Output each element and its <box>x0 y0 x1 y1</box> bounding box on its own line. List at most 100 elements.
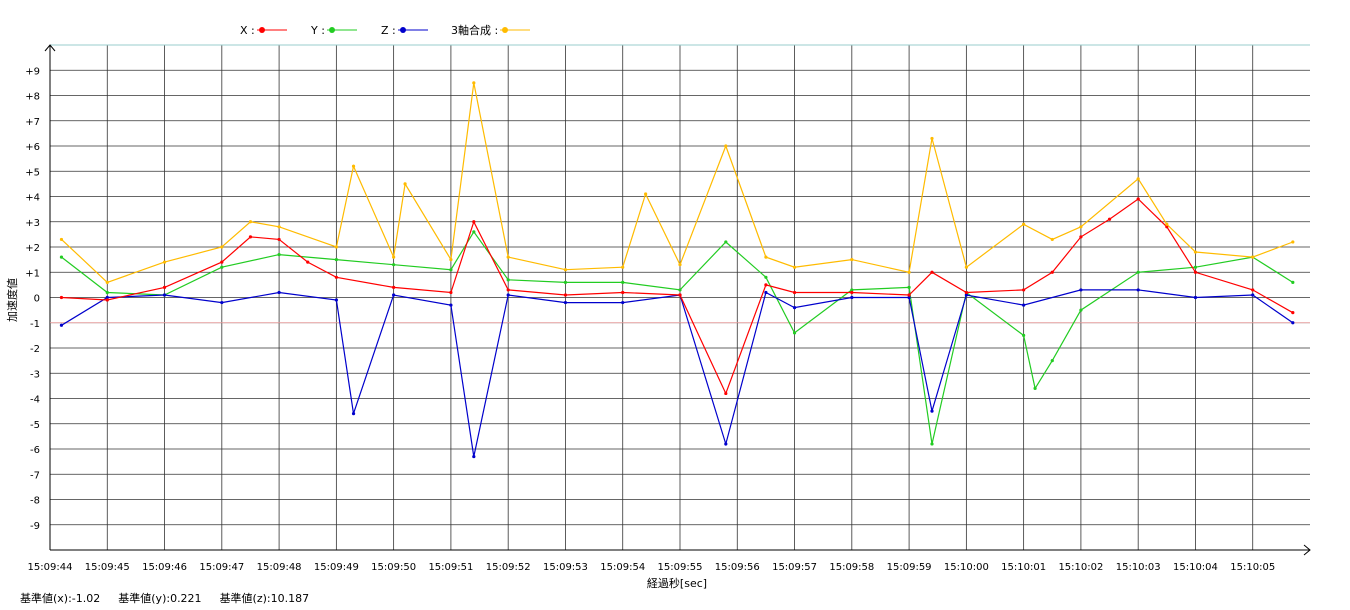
x-tick-label: 15:10:00 <box>944 562 989 573</box>
series-y-point <box>1291 280 1295 284</box>
y-tick-label: 0 <box>34 294 40 305</box>
series-x-point <box>1079 235 1083 239</box>
series-3axis-point <box>248 220 253 224</box>
series-x-point <box>764 283 768 287</box>
series-3axis-point <box>1251 255 1255 259</box>
series-y-point <box>907 285 911 289</box>
series-z-point <box>964 293 968 297</box>
series-z-point <box>1136 288 1140 292</box>
x-tick-label: 15:09:59 <box>887 562 932 573</box>
x-tick-label: 15:09:50 <box>371 562 416 573</box>
series-y-point <box>930 442 934 446</box>
y-tick-label: +2 <box>25 243 40 254</box>
series-z-point <box>724 442 728 446</box>
series-x-line <box>61 198 1294 396</box>
series-y-point <box>850 288 854 292</box>
series-y-point <box>1050 359 1054 363</box>
baseline-x: 基準値(x):-1.02 <box>20 592 101 605</box>
series-z-point <box>162 293 167 297</box>
x-axis-arrow <box>1303 544 1311 556</box>
series-x-point <box>1050 270 1054 274</box>
series-x-point <box>248 235 253 239</box>
series-y-line <box>61 230 1294 445</box>
series-3axis-point <box>930 136 934 141</box>
series-x-point <box>472 220 476 224</box>
series-3axis-point <box>1079 225 1083 229</box>
y-axis-arrow <box>44 44 56 52</box>
series-y-point <box>392 263 396 267</box>
y-tick-label: -1 <box>30 319 40 330</box>
series-x-point <box>678 293 682 297</box>
series-z-point <box>850 295 854 300</box>
series-z-point <box>1193 295 1198 300</box>
legend-marker-3axis <box>500 27 531 33</box>
series-3axis-point <box>1050 237 1054 242</box>
series-y-point <box>334 258 338 262</box>
series-x-point <box>1022 288 1026 292</box>
series-z-point <box>472 454 476 459</box>
series-z-point <box>506 293 510 297</box>
legend: X : Y : Z : 3軸合成 : <box>0 20 1350 40</box>
series-3axis-point <box>1291 240 1295 244</box>
legend-item-3axis: 3軸合成 : <box>451 20 531 40</box>
x-tick-label: 15:10:01 <box>1001 562 1046 573</box>
series-x-point <box>930 270 934 274</box>
series-3axis-point <box>403 182 407 186</box>
series-x-point <box>334 275 338 279</box>
series-z-point <box>764 290 768 295</box>
x-axis-label: 経過秒[sec] <box>646 577 708 590</box>
series-y-point <box>724 240 728 244</box>
series-z-point <box>1251 293 1255 297</box>
series-y-point <box>1136 270 1140 274</box>
series-y-point <box>449 268 453 272</box>
legend-item-y: Y : <box>311 20 357 40</box>
y-tick-label: -7 <box>30 470 40 481</box>
legend-item-z: Z : <box>381 20 428 40</box>
legend-marker-x <box>256 27 287 33</box>
series-y-point <box>59 255 64 259</box>
series-x-point <box>724 391 728 396</box>
x-tick-label: 15:09:45 <box>85 562 130 573</box>
y-tick-label: -6 <box>30 445 40 456</box>
legend-marker-z <box>397 27 428 33</box>
x-tick-label: 15:09:57 <box>772 562 817 573</box>
series-x-point <box>306 260 310 264</box>
series-x-point <box>1107 217 1112 221</box>
y-tick-label: +3 <box>25 218 40 229</box>
series-x-point <box>105 298 109 302</box>
legend-label-x: X : <box>240 23 255 37</box>
series-x-point <box>1136 197 1140 201</box>
series-z-point <box>792 306 797 310</box>
series-z-point <box>334 298 338 302</box>
x-tick-label: 15:09:53 <box>543 562 588 573</box>
series-3axis-point <box>472 81 476 85</box>
series-3axis-point <box>724 144 728 148</box>
series-z-point <box>907 295 911 300</box>
series-y-point <box>678 288 682 292</box>
series-z-point <box>277 290 281 295</box>
y-tick-label: +4 <box>25 193 40 204</box>
series-3axis-point <box>621 265 625 269</box>
series-y-point <box>1079 308 1083 312</box>
x-tick-label: 15:09:44 <box>28 562 73 573</box>
series-3axis-line <box>61 82 1294 284</box>
series-x-point <box>1291 311 1295 315</box>
series-z-point <box>220 300 224 305</box>
baseline-y: 基準値(y):0.221 <box>118 592 202 605</box>
series-y-point <box>621 280 625 284</box>
series-z-point <box>1022 303 1026 307</box>
footer-baselines: 基準値(x):-1.02 基準値(y):0.221 基準値(z):10.187 <box>20 590 309 606</box>
series-3axis-point <box>644 192 648 196</box>
series-3axis-point <box>850 258 854 262</box>
series-z-point <box>392 293 396 297</box>
series-3axis-point <box>1165 222 1169 226</box>
series-z-point <box>59 323 64 327</box>
series-3axis-point <box>1193 250 1198 254</box>
series-y-point <box>792 331 797 335</box>
series-x-point <box>220 260 224 264</box>
series-3axis-point <box>563 268 568 272</box>
series-z-point <box>1079 288 1083 292</box>
series-3axis-point <box>334 245 338 249</box>
y-axis-label: 加速度値 <box>6 278 19 322</box>
